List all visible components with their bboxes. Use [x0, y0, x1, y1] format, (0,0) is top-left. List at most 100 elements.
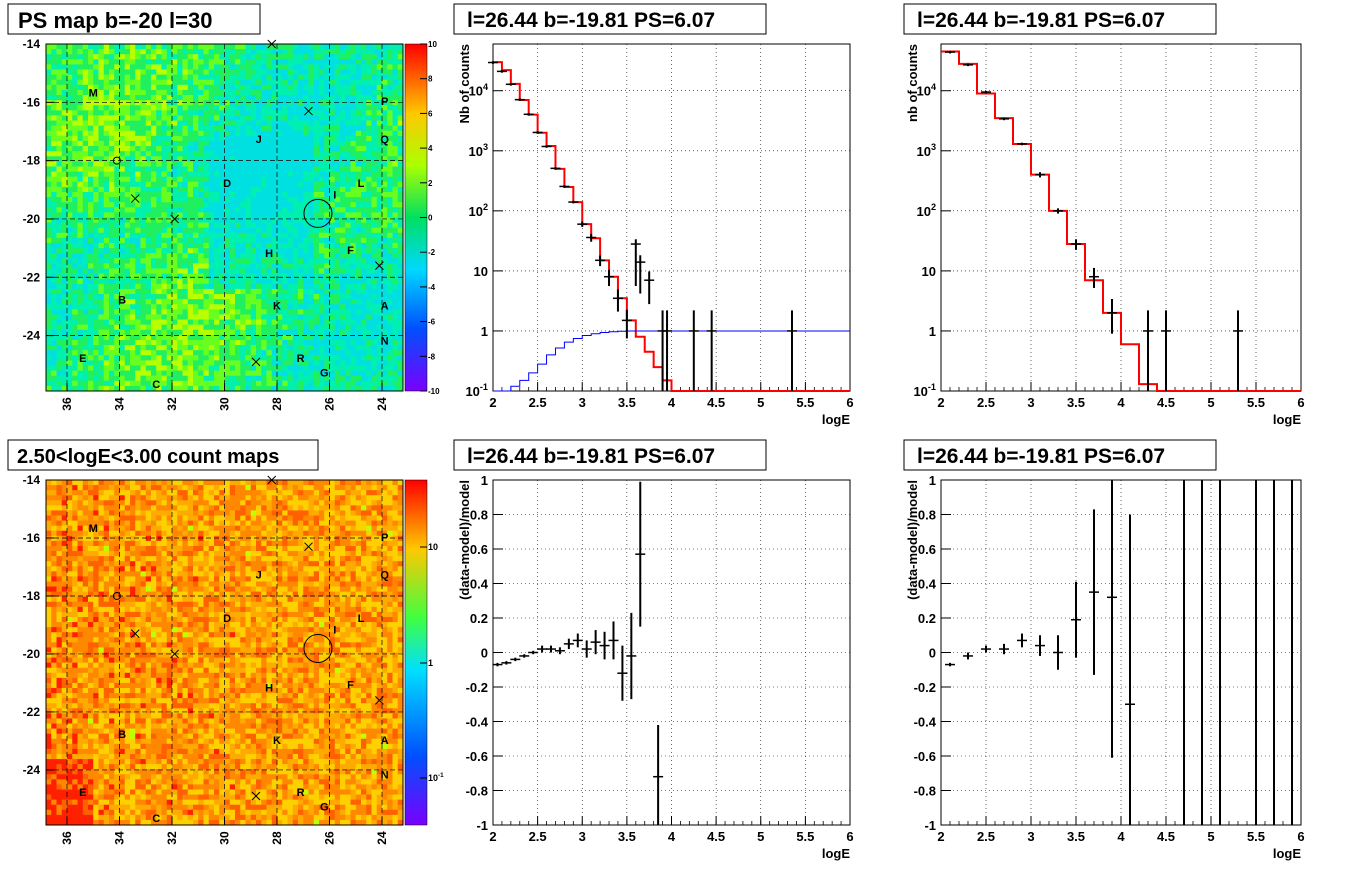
heatmap-cell: [145, 197, 152, 203]
heatmap-cell: [151, 283, 157, 290]
heatmap-cell: [130, 355, 136, 361]
heatmap-cell: [219, 248, 225, 254]
heatmap-cell: [88, 59, 94, 65]
heatmap-cell: [245, 186, 252, 193]
heatmap-cell: [229, 74, 236, 81]
heatmap-cell: [46, 319, 52, 326]
heatmap-cell: [140, 151, 147, 157]
heatmap-cell: [256, 324, 262, 331]
heatmap-cell: [124, 288, 131, 295]
heatmap-cell: [392, 278, 399, 285]
heatmap-cell: [277, 345, 283, 351]
heatmap-cell: [298, 243, 304, 249]
heatmap-cell: [61, 334, 68, 341]
heatmap-cell: [324, 339, 330, 346]
heatmap-cell: [187, 253, 194, 259]
heatmap-cell: [98, 130, 105, 137]
heatmap-cell: [387, 375, 393, 382]
heatmap-cell: [177, 222, 183, 229]
heatmap-cell: [240, 146, 246, 152]
heatmap-cell: [214, 181, 220, 188]
heatmap-cell: [235, 385, 241, 391]
heatmap-cell: [266, 181, 273, 188]
heatmap-cell: [361, 59, 367, 65]
heatmap-cell: [371, 243, 378, 249]
heatmap-cell: [329, 191, 336, 198]
heatmap-cell: [93, 258, 99, 264]
heatmap-cell: [387, 299, 393, 305]
heatmap-cell: [56, 44, 63, 50]
heatmap-cell: [266, 288, 273, 295]
heatmap-cell: [350, 283, 357, 290]
heatmap-cell: [324, 59, 330, 65]
heatmap-cell: [103, 151, 110, 157]
heatmap-cell: [56, 202, 63, 208]
heatmap-cell: [88, 146, 94, 152]
heatmap-cell: [72, 314, 78, 320]
heatmap-cell: [82, 110, 89, 116]
heatmap-cell: [250, 324, 257, 331]
heatmap-cell: [182, 324, 189, 331]
heatmap-cell: [214, 263, 220, 269]
heatmap-cell: [256, 329, 262, 336]
heatmap-cell: [124, 345, 131, 351]
heatmap-cell: [287, 258, 294, 264]
heatmap-cell: [166, 176, 173, 183]
heatmap-cell: [51, 324, 57, 331]
heatmap-cell: [161, 299, 168, 305]
heatmap-cell: [334, 258, 341, 264]
heatmap-cell: [282, 227, 288, 234]
heatmap-cell: [193, 115, 199, 121]
heatmap-cell: [51, 110, 57, 116]
heatmap-cell: [224, 191, 231, 198]
heatmap-cell: [319, 283, 325, 290]
heatmap-cell: [151, 294, 157, 300]
heatmap-cell: [376, 294, 383, 300]
heatmap-cell: [324, 202, 330, 208]
heatmap-cell: [182, 232, 189, 239]
heatmap-cell: [61, 156, 68, 162]
heatmap-cell: [256, 375, 262, 382]
heatmap-cell: [361, 227, 367, 234]
heatmap-cell: [203, 89, 210, 96]
heatmap-cell: [340, 151, 346, 157]
heatmap-cell: [98, 324, 105, 331]
heatmap-cell: [172, 59, 178, 65]
heatmap-cell: [109, 59, 115, 65]
heatmap-cell: [298, 64, 304, 70]
heatmap-cell: [392, 146, 399, 152]
heatmap-cell: [208, 69, 215, 76]
y-tick-label: 1: [929, 324, 936, 339]
heatmap-cell: [51, 74, 57, 81]
heatmap-cell: [98, 319, 105, 326]
heatmap-cell: [61, 385, 68, 391]
heatmap-cell: [208, 202, 215, 208]
heatmap-cell: [51, 304, 57, 310]
heatmap-cell: [72, 151, 78, 157]
heatmap-cell: [392, 166, 399, 172]
heatmap-cell: [371, 253, 378, 259]
heatmap-cell: [229, 125, 236, 132]
heatmap-cell: [303, 89, 309, 96]
heatmap-cell: [56, 115, 63, 121]
heatmap-cell: [376, 350, 383, 356]
heatmap-cell: [82, 161, 89, 167]
heatmap-cell: [124, 156, 131, 162]
heatmap-cell: [345, 84, 351, 91]
heatmap-cell: [256, 345, 262, 351]
heatmap-cell: [109, 135, 115, 142]
heatmap-cell: [303, 197, 309, 203]
heatmap-cell: [124, 202, 131, 208]
heatmap-cell: [292, 212, 299, 218]
heatmap-cell: [88, 207, 94, 213]
heatmap-cell: [219, 191, 225, 198]
heatmap-cell: [114, 44, 120, 50]
heatmap-cell: [392, 135, 399, 142]
heatmap-cell: [46, 197, 52, 203]
heatmap-cell: [193, 258, 199, 264]
heatmap-cell: [214, 309, 220, 315]
heatmap-cell: [298, 89, 304, 96]
heatmap-cell: [208, 217, 215, 223]
heatmap-cell: [151, 278, 157, 285]
heatmap-cell: [93, 207, 99, 213]
